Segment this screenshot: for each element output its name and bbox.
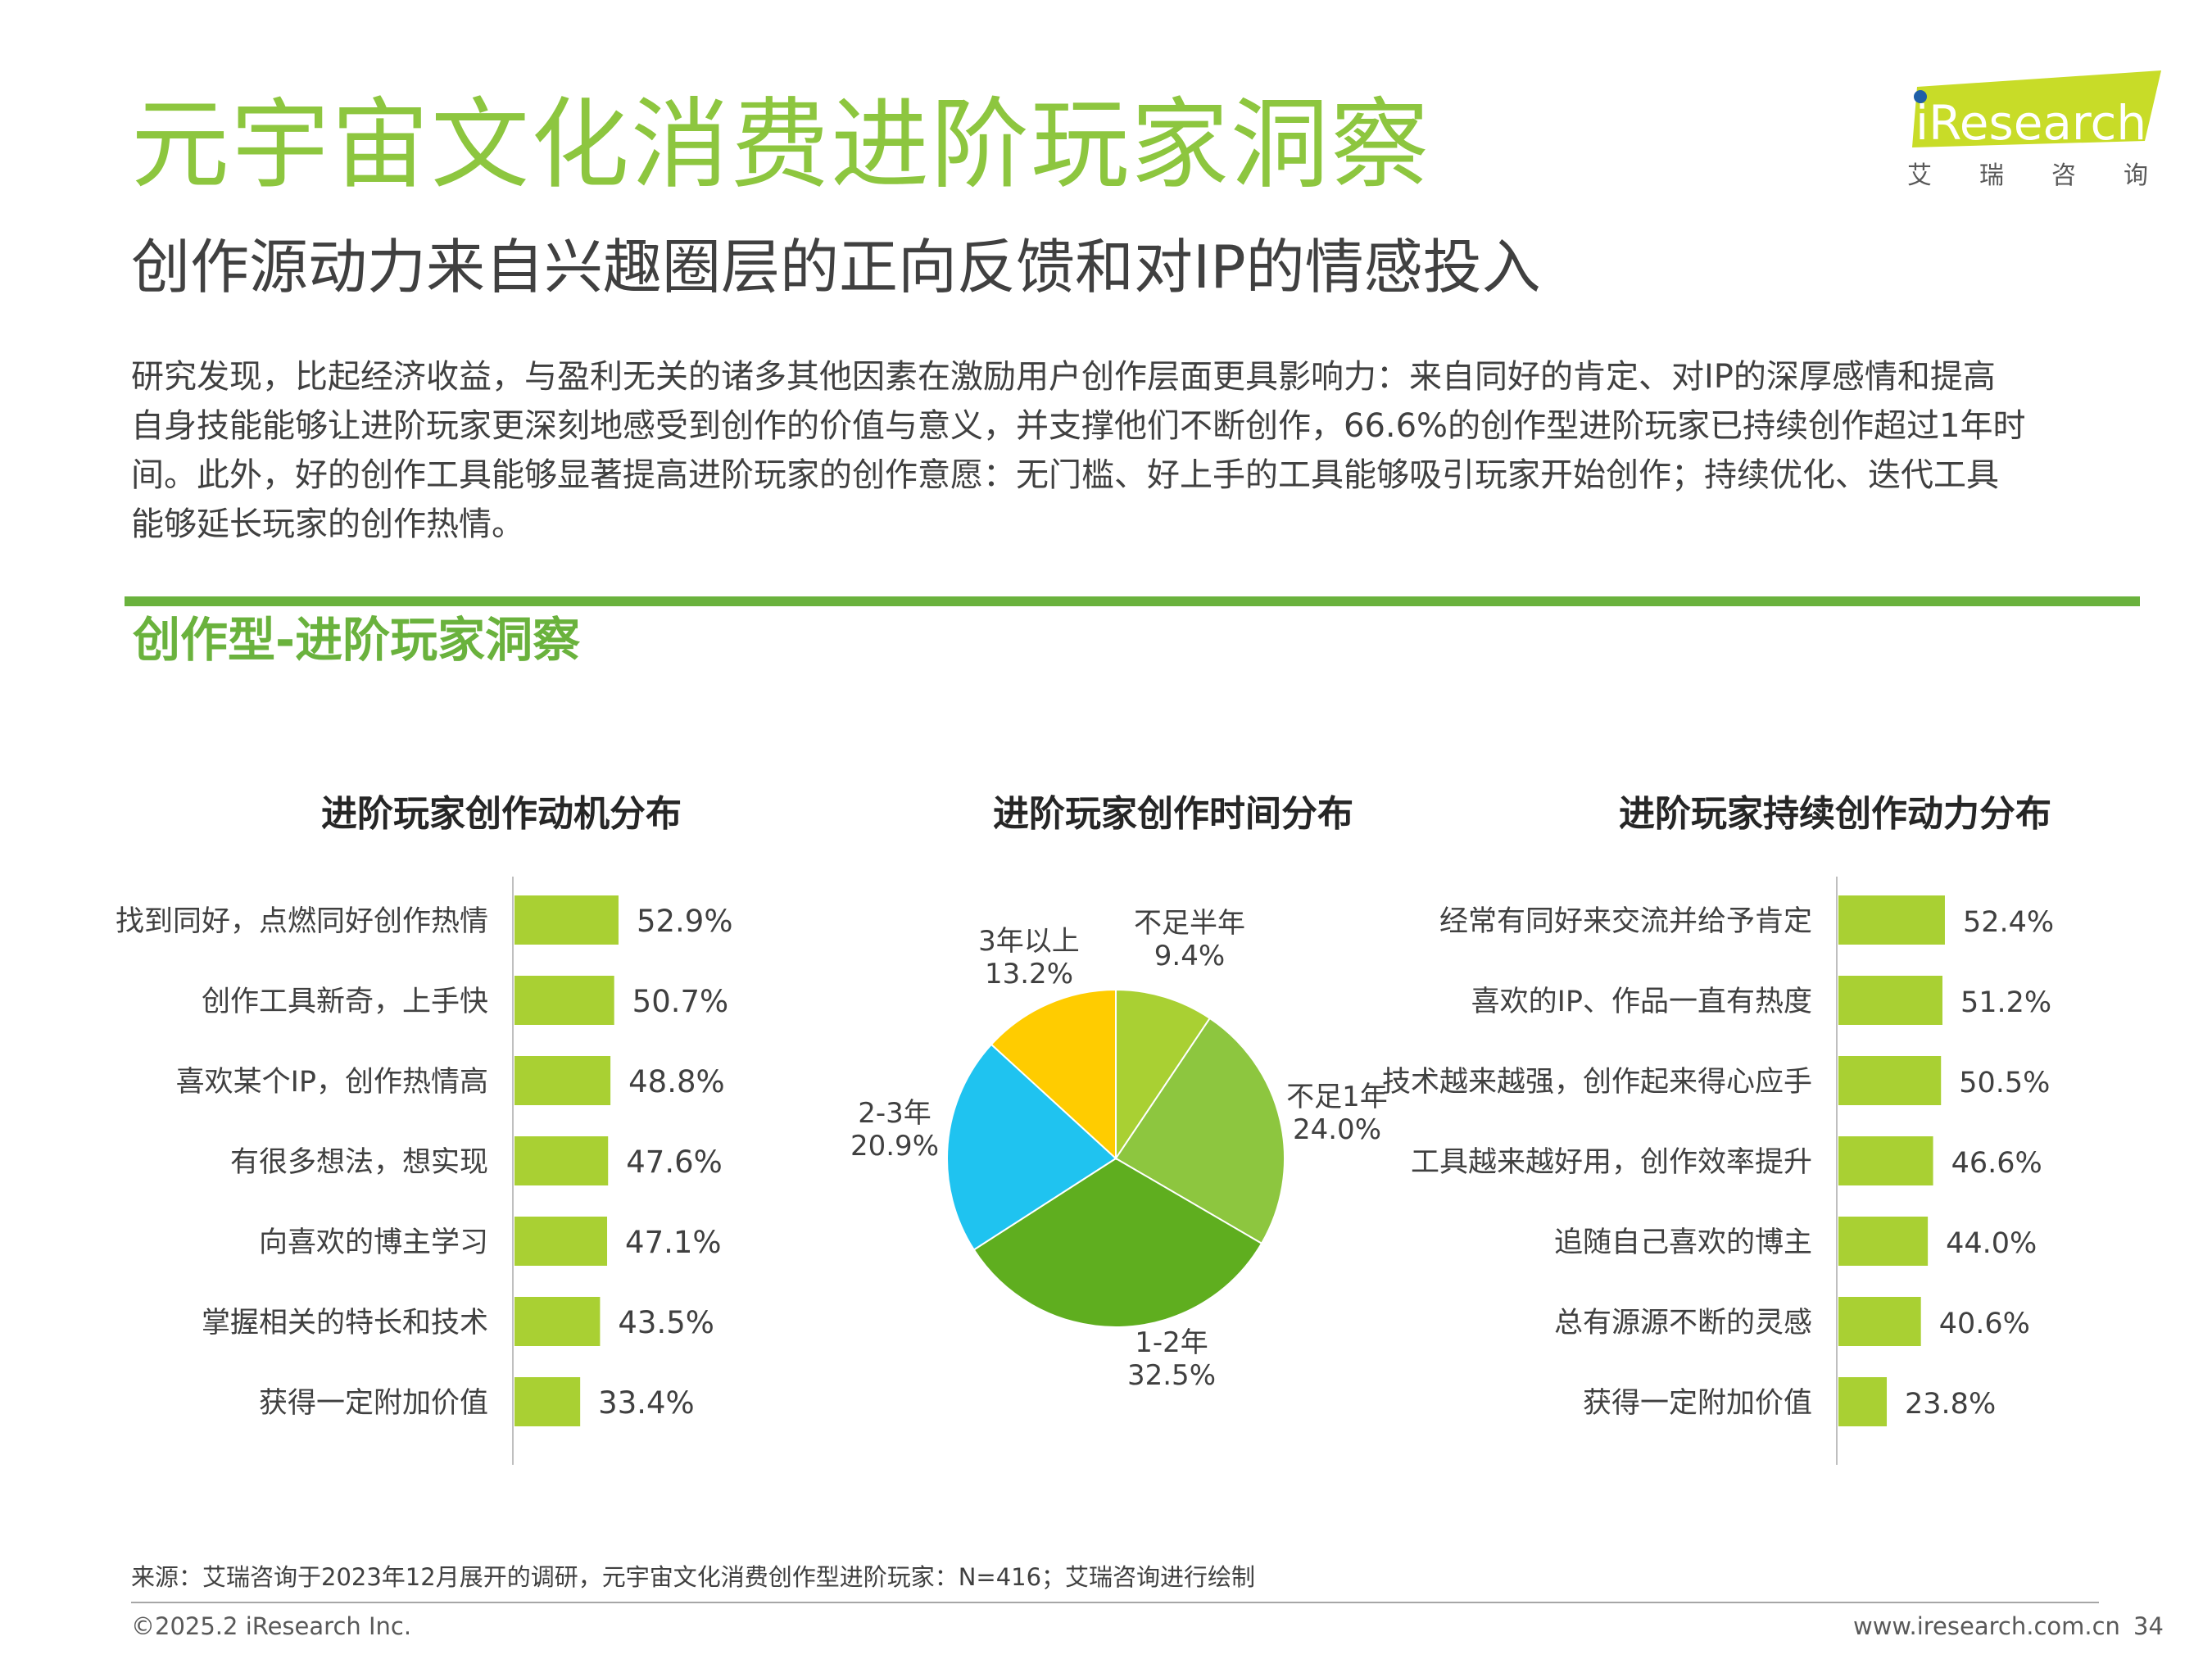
- bar-category-label: 获得一定附加价值: [1583, 1387, 1812, 1420]
- bar-value-label: 47.1%: [625, 1225, 722, 1260]
- pie-category-label: 不足1年: [1286, 1081, 1388, 1113]
- intro-line: 能够延长玩家的创作热情。: [131, 505, 524, 543]
- bar-value-label: 46.6%: [1951, 1147, 2042, 1180]
- motivation-bar-chart: 找到同好，点燃同好创作热情 52.9% 创作工具新奇，上手快 50.7% 喜欢某个IP，…: [116, 877, 733, 1465]
- chart-title-sustain: 进阶玩家持续创作动力分布: [1619, 793, 2051, 835]
- intro-line: 研究发现，比起经济收益，与盈利无关的诸多其他因素在激励用户创作层面更具影响力：来…: [131, 358, 1996, 396]
- website-link[interactable]: www.iresearch.com.cn: [1853, 1612, 2120, 1640]
- pie-slice: [1115, 988, 1212, 1162]
- bar: [514, 976, 614, 1025]
- bar: [514, 1136, 609, 1185]
- source-note: 来源：艾瑞咨询于2023年12月展开的调研，元宇宙文化消费创作型进阶玩家：N=4…: [131, 1563, 1256, 1591]
- bar-category-label: 经常有同好来交流并给予肯定: [1439, 905, 1812, 938]
- pie-category-label: 3年以上: [978, 925, 1080, 958]
- logo-dot: [1914, 90, 1927, 103]
- logo-banner: [1912, 70, 2161, 147]
- bar-value-label: 51.2%: [1960, 986, 2051, 1019]
- bar-value-label: 40.6%: [1939, 1308, 2030, 1340]
- pie-slice: [972, 1157, 1263, 1328]
- bar-category-label: 喜欢的IP、作品一直有热度: [1471, 986, 1812, 1018]
- pie-value-label: 13.2%: [985, 958, 1073, 990]
- bar: [1838, 1217, 1929, 1266]
- bar-value-label: 52.4%: [1963, 906, 2054, 939]
- pie-category-label: 不足半年: [1134, 907, 1245, 940]
- logo-cn-char: 艾: [1907, 161, 1932, 190]
- page-title: 元宇宙文化消费进阶玩家洞察: [131, 88, 1430, 202]
- bar-category-label: 总有源源不断的灵感: [1554, 1307, 1812, 1339]
- pie-slice: [990, 988, 1117, 1161]
- logo-wordmark-text: iResearch: [1915, 95, 2146, 151]
- bar-category-label: 有很多想法，想实现: [230, 1146, 488, 1179]
- bar: [514, 895, 619, 945]
- intro-line: 自身技能能够让进阶玩家更深刻地感受到创作的价值与意义，并支撑他们不断创作，66.…: [131, 407, 2026, 445]
- pie-category-label: 2-3年: [858, 1097, 931, 1130]
- logo-cn-char: 询: [2124, 161, 2148, 190]
- bar: [1838, 895, 1945, 945]
- bar-value-label: 33.4%: [598, 1385, 695, 1421]
- logo-cn-char: 瑞: [1979, 161, 2004, 190]
- page-subtitle: 创作源动力来自兴趣圈层的正向反馈和对IP的情感投入: [131, 233, 1541, 301]
- intro-paragraph: 研究发现，比起经济收益，与盈利无关的诸多其他因素在激励用户创作层面更具影响力：来…: [131, 352, 2097, 549]
- bar-value-label: 52.9%: [637, 904, 733, 939]
- bar-value-label: 50.5%: [1959, 1067, 2050, 1099]
- bar: [514, 1297, 601, 1346]
- page-number: 34: [2133, 1612, 2164, 1640]
- bar-category-label: 创作工具新奇，上手快: [202, 986, 488, 1018]
- footer-divider: [131, 1602, 2099, 1603]
- bar-category-label: 向喜欢的博主学习: [259, 1226, 488, 1259]
- bar-category-label: 获得一定附加价值: [259, 1387, 488, 1420]
- bar: [1838, 1377, 1888, 1426]
- bar-category-label: 技术越来越强，创作起来得心应手: [1382, 1066, 1812, 1099]
- bar: [1838, 1056, 1942, 1105]
- pie-value-label: 24.0%: [1293, 1113, 1381, 1146]
- bar: [514, 1056, 611, 1105]
- bar-category-label: 找到同好，点燃同好创作热情: [116, 905, 488, 938]
- pie-value-label: 9.4%: [1154, 940, 1225, 972]
- pie-value-label: 20.9%: [850, 1130, 939, 1163]
- chart-title-motivation: 进阶玩家创作动机分布: [321, 793, 682, 835]
- bar: [1838, 1297, 1921, 1346]
- section-divider: [125, 596, 2140, 606]
- bar: [514, 1377, 581, 1426]
- logo-cn-char: 咨: [2051, 161, 2076, 190]
- intro-line: 间。此外，好的创作工具能够显著提高进阶玩家的创作意愿：无门槛、好上手的工具能够吸…: [131, 456, 1999, 494]
- sustain-bar-chart: 经常有同好来交流并给予肯定 52.4% 喜欢的IP、作品一直有热度 51.2% 技术越来…: [1382, 877, 2054, 1465]
- chart-title-duration: 进阶玩家创作时间分布: [993, 793, 1353, 835]
- bar-value-label: 48.8%: [628, 1064, 725, 1099]
- pie-slice: [945, 1043, 1117, 1251]
- bar-value-label: 43.5%: [618, 1305, 714, 1340]
- bar-value-label: 23.8%: [1905, 1388, 1996, 1421]
- copyright: ©2025.2 iResearch Inc.: [131, 1612, 412, 1640]
- bar: [514, 1217, 608, 1266]
- bar-category-label: 工具越来越好用，创作效率提升: [1411, 1146, 1812, 1179]
- bar-value-label: 47.6%: [626, 1145, 723, 1180]
- bar: [1838, 1136, 1933, 1185]
- pie-slice: [1114, 1017, 1285, 1245]
- bar-value-label: 50.7%: [632, 984, 729, 1019]
- bar-category-label: 喜欢某个IP，创作热情高: [176, 1066, 488, 1099]
- pie-value-label: 32.5%: [1127, 1359, 1216, 1392]
- bar-value-label: 44.0%: [1946, 1227, 2037, 1260]
- bar-category-label: 追随自己喜欢的博主: [1554, 1226, 1812, 1259]
- section-title: 创作型-进阶玩家洞察: [133, 612, 581, 668]
- bar-category-label: 掌握相关的特长和技术: [202, 1307, 488, 1339]
- bar: [1838, 976, 1942, 1025]
- logo-wordmark: iResearch: [1912, 70, 2161, 151]
- iresearch-logo: iResearch 艾 瑞 咨 询: [1901, 69, 2163, 200]
- pie-category-label: 1-2年: [1135, 1326, 1208, 1359]
